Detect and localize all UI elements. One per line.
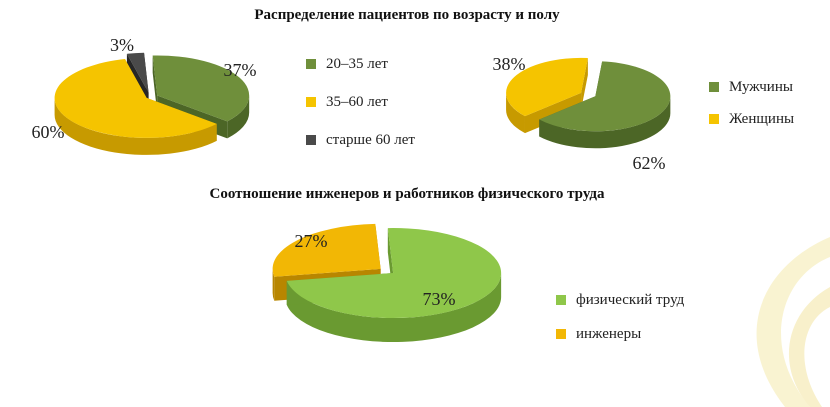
pie-value-label: 60%: [32, 122, 65, 142]
pie-value-label: 38%: [493, 54, 526, 74]
legend-label: Женщины: [729, 110, 795, 127]
legend-swatch-olive: [306, 59, 316, 69]
pie-value-label: 27%: [295, 231, 328, 251]
legend-label: инженеры: [576, 325, 642, 342]
chart-title-occupation: Соотношение инженеров и работников физич…: [209, 186, 605, 202]
chart-title-age-gender: Распределение пациентов по возрасту и по…: [254, 7, 560, 23]
legend-label: 35–60 лет: [326, 93, 388, 110]
legend-item-physical-work: физический труд: [556, 290, 684, 310]
legend-swatch-olive: [709, 82, 719, 92]
legend-label: физический труд: [576, 291, 685, 308]
legend-item-over-60: старше 60 лет: [306, 130, 415, 150]
legend-swatch-yellow: [709, 114, 719, 124]
legend-item-engineers: инженеры: [556, 324, 684, 344]
legend-swatch-yellow: [306, 97, 316, 107]
pie-value-label: 62%: [633, 153, 666, 173]
pie-slice: [539, 61, 671, 149]
legend-label: 20–35 лет: [326, 55, 388, 72]
legend-age: 20–35 лет 35–60 лет старше 60 лет: [306, 54, 415, 150]
legend-item-women: Женщины: [709, 109, 794, 129]
legend-swatch-gray: [306, 135, 316, 145]
legend-occupation: физический труд инженеры: [556, 290, 684, 344]
legend-swatch-lightgreen: [556, 295, 566, 305]
pie-value-label: 37%: [224, 60, 257, 80]
legend-gender: Мужчины Женщины: [709, 77, 794, 129]
pie-slice: [54, 59, 217, 155]
legend-label: Мужчины: [729, 78, 793, 95]
pie-value-label: 3%: [110, 35, 134, 55]
legend-item-20-35: 20–35 лет: [306, 54, 415, 74]
legend-swatch-amber: [556, 329, 566, 339]
legend-item-men: Мужчины: [709, 77, 794, 97]
pie-value-label: 73%: [423, 289, 456, 309]
legend-item-35-60: 35–60 лет: [306, 92, 415, 112]
pie-slice: [286, 228, 502, 343]
pie-slice: [506, 57, 588, 134]
legend-label: старше 60 лет: [326, 131, 415, 148]
